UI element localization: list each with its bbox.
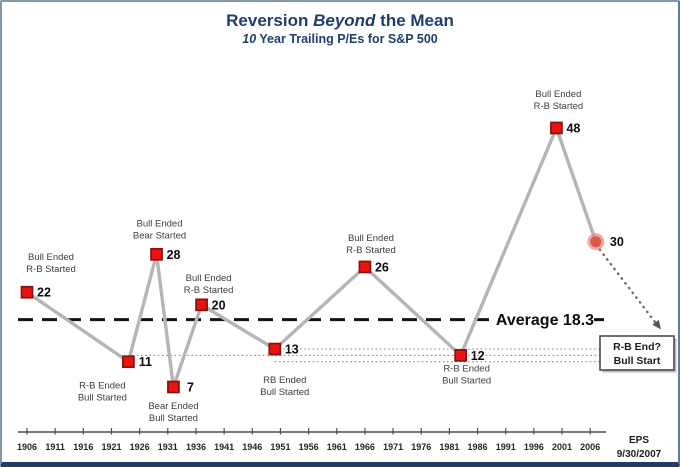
average-label-bg [499, 308, 592, 331]
forecast-marker [590, 236, 602, 248]
x-axis-tick-label: 1986 [468, 442, 488, 452]
value-label: 20 [212, 298, 226, 312]
eps-label: EPS [629, 435, 649, 446]
data-point-marker [454, 349, 468, 362]
annotation-line-2: R-B Started [184, 285, 234, 296]
annotation-line-1: Bull Ended [28, 252, 74, 263]
x-axis-tick-label: 1941 [214, 442, 234, 452]
annotation-line-2: Bear Started [133, 230, 186, 241]
x-axis-tick-label: 1981 [439, 442, 459, 452]
value-label: 26 [375, 260, 389, 274]
x-axis-tick-label: 2001 [552, 442, 572, 452]
x-axis-tick-label: 1936 [186, 442, 206, 452]
data-point-marker [20, 285, 34, 299]
callout-line-2: Bull Start [614, 355, 661, 367]
subtitle-post: Year Trailing P/Es for S&P 500 [256, 32, 438, 46]
subtitle-italic: 10 [242, 32, 257, 46]
forecast-arrowhead [652, 319, 661, 330]
x-axis-tick-label: 2006 [580, 442, 600, 452]
value-label: 48 [566, 121, 580, 135]
title-post: the Mean [375, 11, 454, 30]
annotation-line-1: Bear Ended [148, 401, 198, 412]
x-axis-tick-label: 1931 [158, 442, 178, 452]
annotation-line-1: Bull Ended [137, 218, 183, 229]
pe-series-line [25, 126, 598, 389]
annotation-line-1: Bull Ended [348, 233, 394, 244]
value-label: 22 [37, 286, 51, 300]
chart-subtitle: 10 Year Trailing P/Es for S&P 500 [2, 31, 678, 47]
forecast-dotted-line [598, 248, 660, 328]
annotation-line-2: Bull Started [442, 375, 491, 386]
x-axis-tick-label: 1976 [411, 442, 431, 452]
x-axis-tick-label: 1956 [299, 442, 319, 452]
value-label: 30 [610, 235, 624, 249]
x-axis-tick-label: 1906 [17, 442, 37, 452]
title-pre: Reversion [226, 11, 314, 30]
chart-canvas: Average 18.3 R-B End? Bull Start 22 Bull End… [17, 89, 677, 460]
annotation-line-2: R-B Started [26, 264, 76, 275]
x-axis-tick-label: 1911 [45, 442, 65, 452]
data-point-marker [167, 380, 180, 394]
value-label: 12 [471, 349, 485, 363]
data-point-marker [150, 247, 163, 261]
value-label: 28 [167, 248, 181, 262]
annotation-line-2: R-B Started [346, 245, 396, 256]
x-axis-tick-label: 1946 [242, 442, 262, 452]
x-axis-tick-label: 1951 [270, 442, 290, 452]
title-italic: Beyond [313, 11, 376, 30]
data-point-marker [268, 342, 282, 356]
callout-line-1: R-B End? [613, 341, 661, 353]
eps-date-label: 9/30/2007 [617, 449, 662, 460]
x-axis-tick-label: 1971 [383, 442, 403, 452]
x-axis-tick-label: 1996 [524, 442, 544, 452]
chart-header: Reversion Beyond the Mean 10 Year Traili… [2, 11, 678, 47]
value-label: 13 [285, 343, 299, 357]
x-axis-tick-label: 1916 [73, 442, 93, 452]
annotation-line-2: R-B Started [534, 101, 584, 112]
data-point-marker [195, 298, 208, 312]
x-axis-tick-label: 1991 [496, 442, 516, 452]
x-axis-tick-label: 1961 [327, 442, 347, 452]
annotation-line-2: Bull Started [260, 387, 309, 398]
x-axis-tick-label: 1926 [130, 442, 150, 452]
data-point-marker [550, 121, 563, 135]
data-point-marker [358, 260, 372, 274]
data-point-marker [122, 355, 135, 369]
callout-box [599, 335, 675, 371]
annotation-line-2: Bull Started [149, 413, 198, 424]
average-label: Average 18.3 [496, 312, 594, 329]
value-label: 7 [187, 380, 194, 394]
annotation-line-1: RB Ended [263, 375, 306, 386]
x-axis-tick-label: 1921 [101, 442, 121, 452]
annotation-line-1: R-B Ended [79, 381, 125, 392]
annotation-line-1: R-B Ended [443, 363, 489, 374]
x-axis-tick-label: 1966 [355, 442, 375, 452]
annotation-line-1: Bull Ended [186, 273, 232, 284]
value-label: 11 [139, 355, 152, 369]
chart-title: Reversion Beyond the Mean [2, 11, 678, 31]
annotation-line-1: Bull Ended [535, 89, 581, 100]
annotation-line-2: Bull Started [78, 393, 127, 404]
